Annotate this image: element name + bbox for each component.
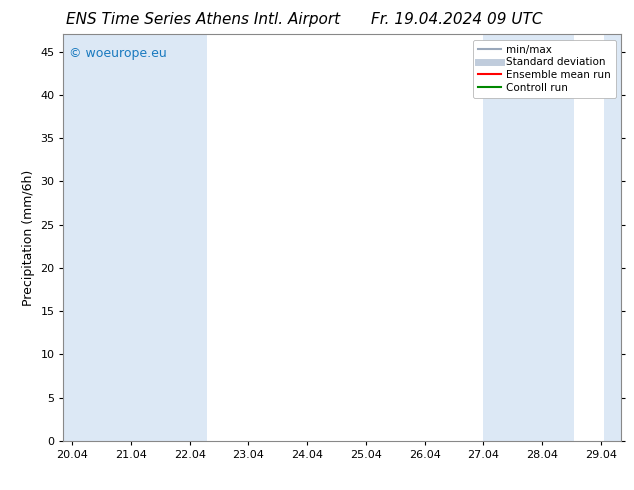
Bar <box>519 34 574 441</box>
Bar <box>604 34 621 441</box>
Bar <box>483 34 519 441</box>
Bar <box>131 34 207 441</box>
Y-axis label: Precipitation (mm/6h): Precipitation (mm/6h) <box>22 170 35 306</box>
Bar <box>63 34 131 441</box>
Legend: min/max, Standard deviation, Ensemble mean run, Controll run: min/max, Standard deviation, Ensemble me… <box>473 40 616 98</box>
Text: ENS Time Series Athens Intl. Airport: ENS Time Series Athens Intl. Airport <box>66 12 340 27</box>
Text: © woeurope.eu: © woeurope.eu <box>69 47 167 59</box>
Text: Fr. 19.04.2024 09 UTC: Fr. 19.04.2024 09 UTC <box>371 12 542 27</box>
